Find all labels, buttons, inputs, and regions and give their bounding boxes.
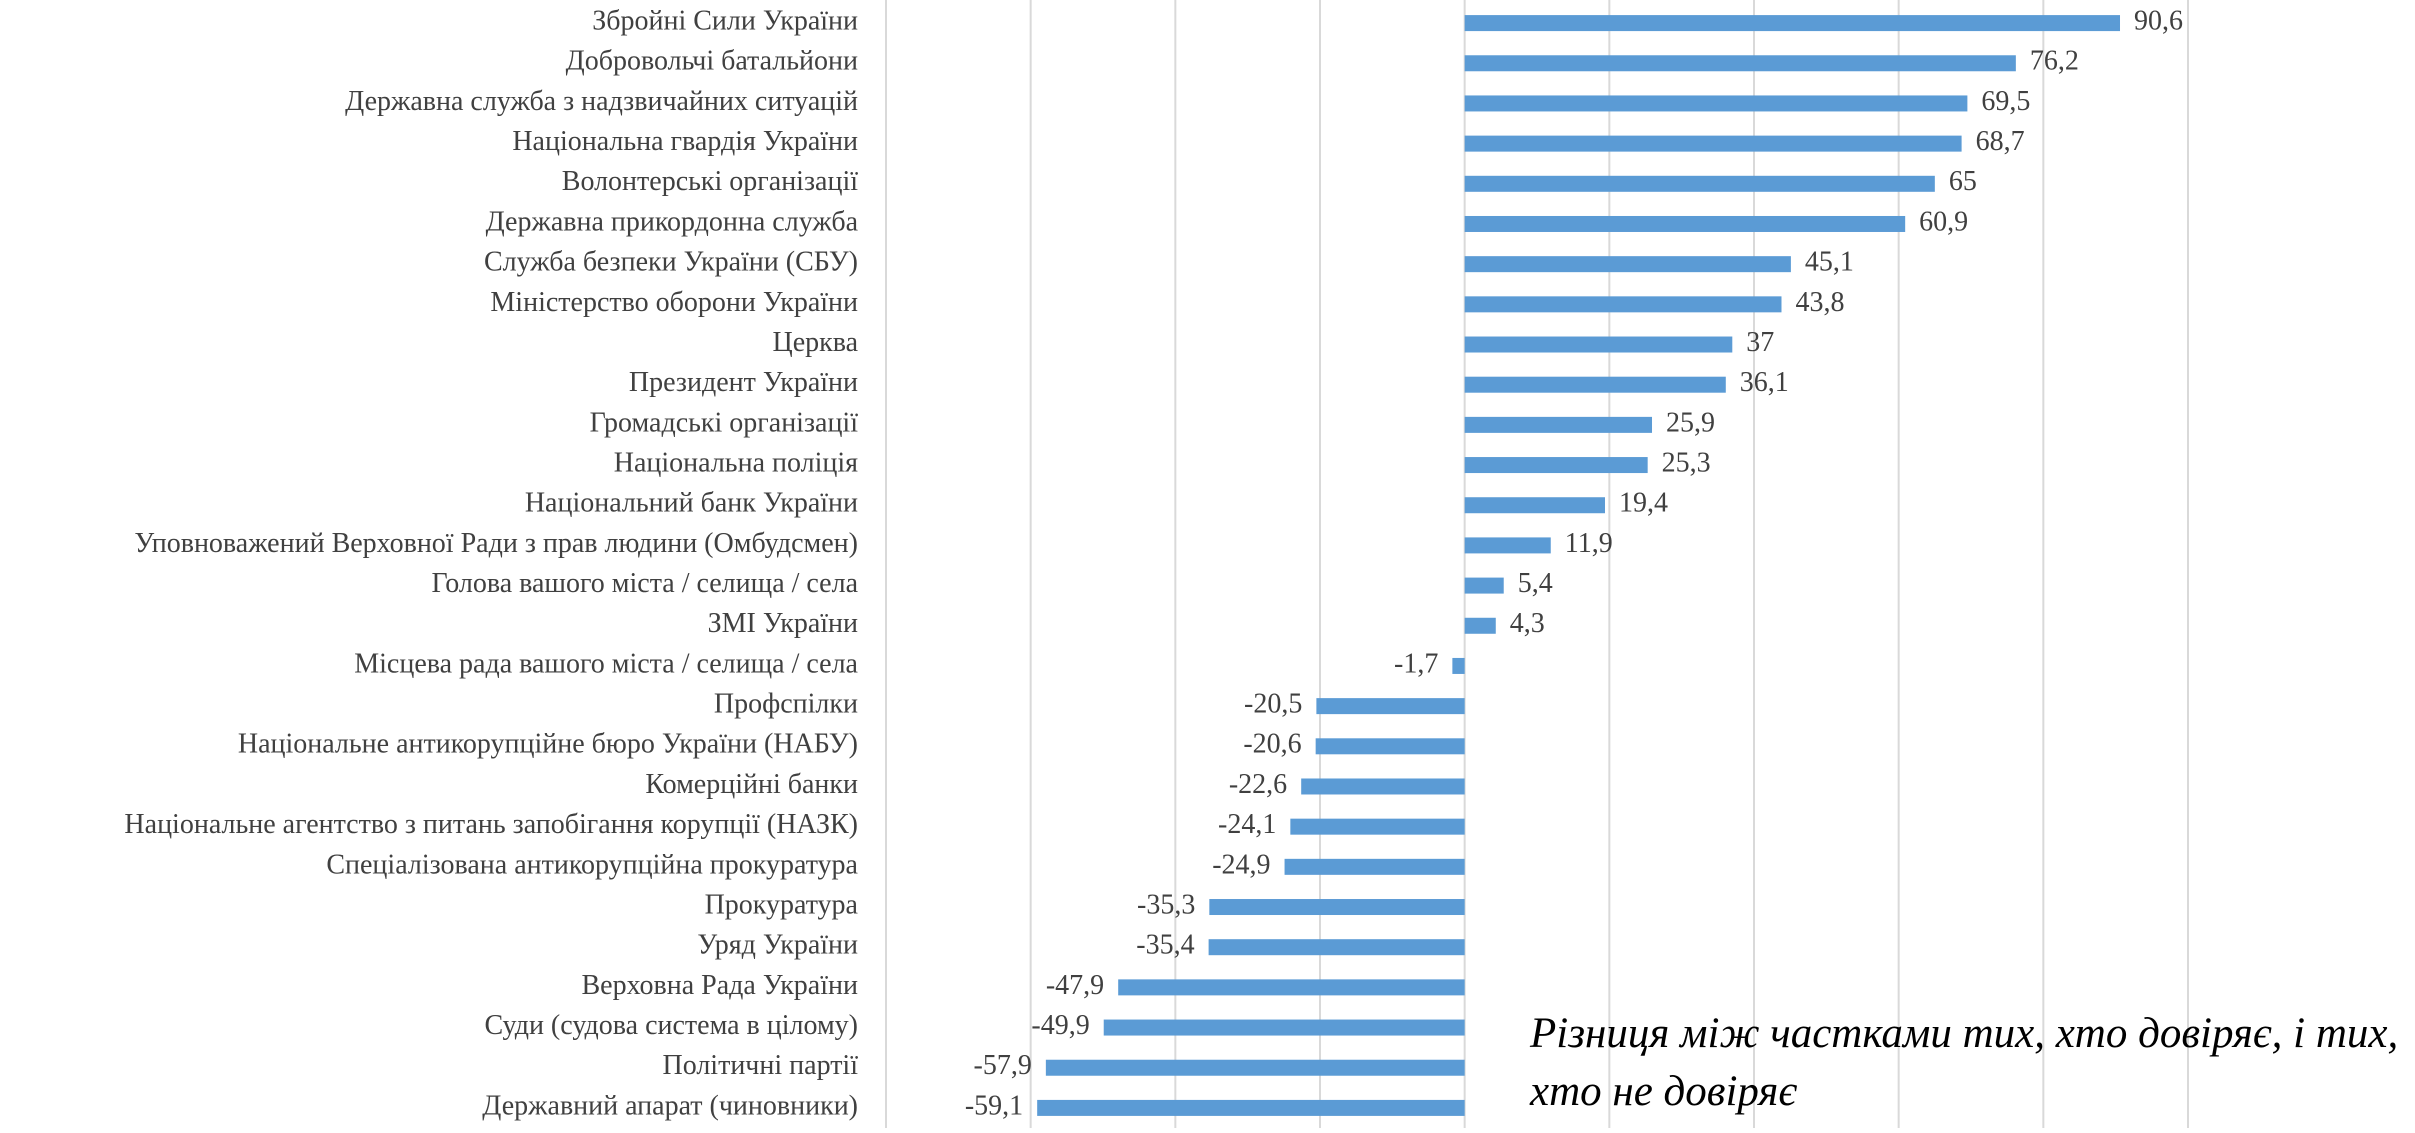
value-label: 25,3	[1662, 447, 1711, 478]
category-label: Верховна Рада України	[582, 970, 859, 1001]
value-label: 65	[1949, 166, 1977, 197]
value-label: 69,5	[1981, 86, 2030, 117]
category-label: Профспілки	[714, 689, 858, 720]
bar	[1464, 256, 1791, 273]
category-label: Служба безпеки України (СБУ)	[484, 247, 858, 278]
bar	[1315, 738, 1465, 755]
bar	[1316, 698, 1465, 715]
bar	[1464, 55, 2016, 72]
bar	[1464, 135, 1962, 152]
value-label: -24,1	[1218, 809, 1276, 840]
value-label: 90,6	[2134, 6, 2183, 37]
value-label: 19,4	[1619, 488, 1668, 519]
bar	[1464, 617, 1496, 634]
bar	[1464, 497, 1605, 514]
bar	[1464, 215, 1906, 232]
category-label: Національна поліція	[614, 447, 858, 478]
category-label: Добровольчі батальйони	[566, 46, 858, 77]
value-label: -35,4	[1136, 930, 1194, 961]
category-label: Збройні Сили України	[592, 6, 858, 37]
bar	[1209, 899, 1465, 916]
value-label: 45,1	[1805, 247, 1854, 278]
bar	[1045, 1059, 1465, 1076]
bar	[1464, 457, 1648, 474]
category-label: Місцева рада вашого міста / селища / сел…	[354, 648, 858, 679]
category-label: ЗМІ України	[708, 608, 858, 639]
category-label: Церква	[772, 327, 858, 358]
value-label: -24,9	[1212, 849, 1270, 880]
value-label: 37	[1746, 327, 1774, 358]
category-label: Спеціалізована антикорупційна прокуратур…	[326, 849, 858, 880]
category-label: Національне антикорупційне бюро України …	[238, 729, 858, 760]
bar	[1464, 416, 1653, 433]
bar	[1103, 1019, 1465, 1036]
category-label: Національне агентство з питань запобіган…	[124, 809, 858, 840]
category-label: Державна прикордонна служба	[486, 206, 859, 237]
value-label: -49,9	[1031, 1010, 1089, 1041]
category-label: Політичні партії	[662, 1050, 858, 1081]
category-label: Волонтерські організації	[562, 166, 858, 197]
bar	[1452, 657, 1465, 674]
value-label: 4,3	[1510, 608, 1545, 639]
category-label: Уряд України	[697, 930, 858, 961]
value-label: -22,6	[1229, 769, 1287, 800]
category-label: Громадські організації	[590, 407, 859, 438]
bar	[1464, 336, 1733, 353]
value-label: -1,7	[1394, 648, 1438, 679]
value-label: 68,7	[1976, 126, 2025, 157]
category-label: Голова вашого міста / селища / села	[432, 568, 859, 599]
value-label: 25,9	[1666, 407, 1715, 438]
category-label: Державний апарат (чиновники)	[482, 1090, 858, 1121]
annotation: Різниця між частками тих, хто довіряє, і…	[1530, 1010, 2399, 1116]
bar	[1464, 296, 1782, 313]
bar	[1464, 376, 1726, 393]
bar	[1290, 818, 1465, 835]
value-label: 60,9	[1919, 206, 1968, 237]
category-label: Прокуратура	[705, 889, 859, 920]
bar	[1464, 537, 1551, 554]
value-label: 43,8	[1795, 287, 1844, 318]
category-label: Суди (судова система в цілому)	[484, 1010, 858, 1041]
bar	[1284, 858, 1465, 875]
bar	[1464, 577, 1504, 594]
bar	[1208, 939, 1465, 956]
value-label: -35,3	[1137, 889, 1195, 920]
category-label: Уповноважений Верховної Ради з прав люди…	[134, 528, 858, 559]
bar	[1118, 979, 1465, 996]
bar	[1464, 15, 2121, 32]
bar	[1037, 1099, 1465, 1116]
category-label: Національний банк України	[525, 488, 858, 519]
category-label: Президент України	[629, 367, 858, 398]
bar	[1464, 175, 1935, 192]
value-label: 5,4	[1518, 568, 1553, 599]
value-label: -47,9	[1046, 970, 1104, 1001]
value-label: -20,5	[1244, 689, 1302, 720]
category-label: Державна служба з надзвичайних ситуацій	[345, 86, 858, 117]
category-label: Національна гвардія України	[512, 126, 858, 157]
bar	[1464, 95, 1968, 112]
value-label: 36,1	[1740, 367, 1789, 398]
category-label: Міністерство оборони України	[490, 287, 858, 318]
value-label: -57,9	[974, 1050, 1032, 1081]
bar	[1301, 778, 1465, 795]
value-label: 11,9	[1565, 528, 1613, 559]
value-label: -20,6	[1243, 729, 1301, 760]
value-label: -59,1	[965, 1090, 1023, 1121]
value-label: 76,2	[2030, 46, 2079, 77]
category-label: Комерційні банки	[645, 769, 858, 800]
